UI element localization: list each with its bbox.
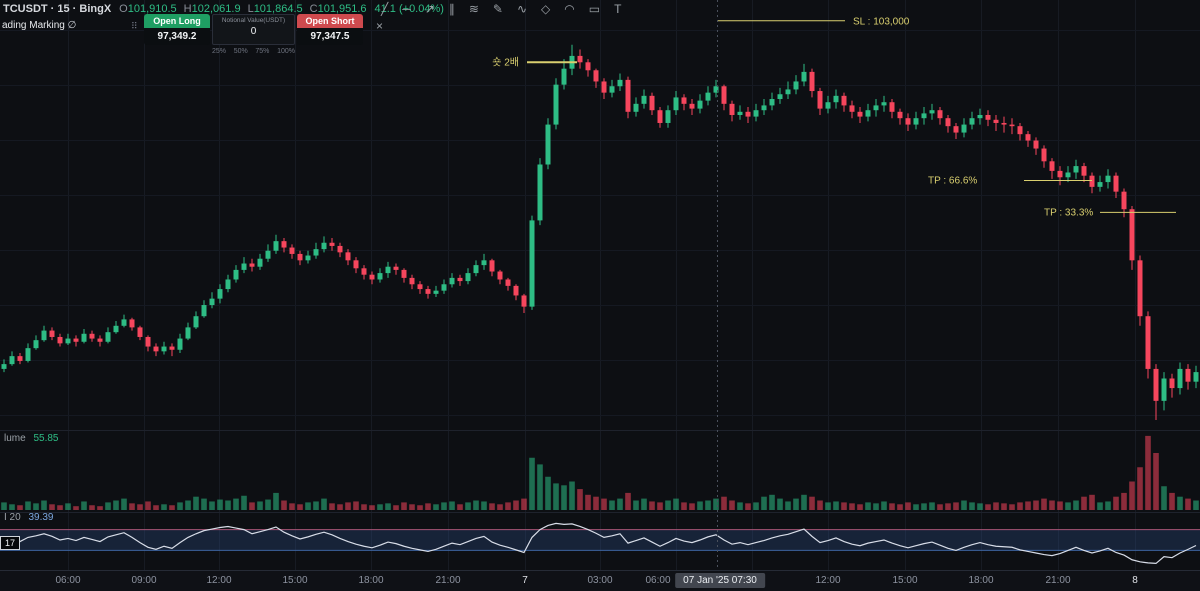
open-short-price: 97,347.5 — [297, 28, 363, 45]
rectangle-icon[interactable]: ▭ — [588, 2, 601, 16]
time-label: 12:00 — [815, 575, 841, 586]
volume-value: 55.85 — [33, 433, 59, 444]
open-short-label: Open Short — [297, 14, 363, 28]
time-label: 18:00 — [968, 575, 994, 586]
open-short-button[interactable]: Open Short 97,347.5 — [297, 14, 363, 45]
trend-line-icon[interactable]: ╱ — [381, 2, 389, 16]
symbol-info-bar: TCUSDT · 15 · BingX O 101,910.5 H 102,061.9… — [3, 3, 444, 15]
percent-100-button[interactable]: 100% — [277, 48, 295, 55]
symbol-title[interactable]: TCUSDT · 15 · BingX — [3, 3, 112, 15]
left-edge-badge: 17 — [0, 536, 21, 550]
candlestick-layer — [1, 44, 1199, 421]
drawing-toolbar: ╱ ─ ↗ ∥ ≋ ✎ ∿ ◇ ◠ ▭ T — [381, 2, 621, 16]
oscillator-label[interactable]: I 20 — [4, 512, 21, 523]
oscillator-line — [3, 522, 1197, 565]
text-icon[interactable]: T — [614, 2, 622, 16]
time-label: 12:00 — [206, 575, 232, 586]
notional-value: 0 — [250, 26, 257, 37]
wave-pattern-icon[interactable]: ∿ — [516, 2, 527, 16]
time-label: 18:00 — [358, 575, 384, 586]
notional-label: Notional Value(USDT) — [221, 17, 286, 24]
percent-50-button[interactable]: 50% — [233, 48, 248, 55]
ohlc-values: O 101,910.5 H 102,061.9 L 101,864.5 C 101,951.6 — [119, 3, 366, 15]
percent-75-button[interactable]: 75% — [255, 48, 270, 55]
percent-buttons: 25% 50% 75% 100% — [212, 48, 295, 55]
volume-label[interactable]: lume — [4, 433, 26, 444]
open-long-label: Open Long — [144, 14, 210, 28]
ohlc-item: O 101,910.5 — [119, 3, 177, 15]
time-label: 09:00 — [131, 575, 157, 586]
oscillator-band — [0, 529, 1200, 551]
horizontal-line-icon[interactable]: ─ — [402, 2, 411, 16]
time-label: 06:00 — [645, 575, 671, 586]
drag-handle-icon[interactable]: ⠿ — [131, 21, 138, 31]
open-long-price: 97,349.2 — [144, 28, 210, 45]
ohlc-item: L 101,864.5 — [247, 3, 303, 15]
strategy-annotations: SL : 103,000 숏 2배 TP : 66.6% TP : 33.3% — [492, 16, 1176, 218]
sl-label: SL : 103,000 — [853, 16, 910, 27]
time-label: 21:00 — [1045, 575, 1071, 586]
visibility-toggle-icon[interactable]: ∅ — [67, 20, 77, 31]
change-value: 41.1 (+0.04%) — [374, 3, 444, 15]
ohlc-item: H 102,061.9 — [183, 3, 241, 15]
grid-layer — [0, 0, 1200, 570]
short-entry-label: 숏 2배 — [492, 56, 519, 68]
widget-title: ading Marking ∅ — [2, 20, 76, 31]
widget-title-text: ading Marking — [2, 20, 65, 31]
ohlc-item: C 101,951.6 — [309, 3, 367, 15]
day-label: 7 — [522, 575, 528, 586]
time-label: 15:00 — [892, 575, 918, 586]
tp2-label: TP : 33.3% — [1044, 207, 1093, 218]
fib-retracement-icon[interactable]: ≋ — [468, 2, 479, 16]
notional-input[interactable]: Notional Value(USDT) 0 — [212, 14, 295, 45]
day-label: 8 — [1132, 575, 1138, 586]
time-label: 21:00 — [435, 575, 461, 586]
open-long-button[interactable]: Open Long 97,349.2 — [144, 14, 210, 45]
forecast-icon[interactable]: ◇ — [541, 2, 551, 16]
percent-25-button[interactable]: 25% — [212, 48, 227, 55]
time-label: 06:00 — [55, 575, 81, 586]
time-label: 15:00 — [282, 575, 308, 586]
current-time-badge: 07 Jan '25 07:30 — [675, 573, 765, 588]
oscillator-value: 39.39 — [28, 512, 54, 523]
ray-icon[interactable]: ↗ — [424, 2, 435, 16]
time-label: 03:00 — [587, 575, 613, 586]
volume-legend: lume 55.85 — [4, 433, 59, 444]
tp1-label: TP : 66.6% — [928, 175, 977, 186]
parallel-channel-icon[interactable]: ∥ — [448, 2, 455, 16]
widget-close-button[interactable]: × — [376, 19, 384, 33]
trading-widget: ading Marking ∅ ⠿ Open Long 97,349.2 Not… — [0, 13, 400, 61]
curve-icon[interactable]: ◠ — [564, 2, 575, 16]
volume-bars-layer — [1, 435, 1199, 510]
time-axis[interactable]: 07 Jan '25 07:30 06:00 09:00 12:00 15:00 18:… — [0, 570, 1200, 591]
oscillator-legend: I 20 39.39 — [4, 512, 54, 523]
brush-icon[interactable]: ✎ — [492, 2, 503, 16]
